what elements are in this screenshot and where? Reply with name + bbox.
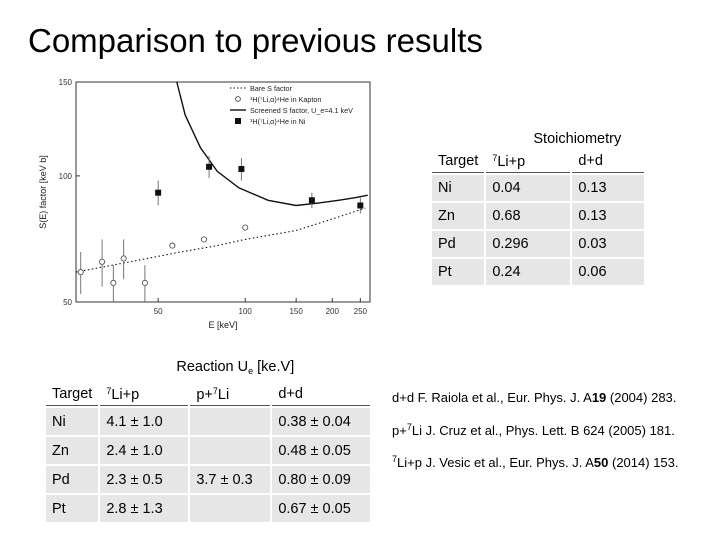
reaction-cell: 2.8 ± 1.3 [100,495,189,522]
reaction-cell [190,408,271,435]
reaction-cell: 0.48 ± 0.05 [272,437,371,464]
slide-title: Comparison to previous results [28,22,483,59]
table-row: Zn 0.68 0.13 [432,203,645,229]
stoichiometry-table: Stoichiometry Target 7Li+p d+d Ni 0.04 0… [430,128,646,287]
ni-point [238,166,245,173]
legend-label: ¹H(⁷Li,α)⁴He in Kapton [250,95,321,104]
reaction-title: Reaction Ue [ke.V] [100,354,371,381]
plot-frame [75,81,371,303]
kapton-point [99,258,106,265]
stoich-cell: 0.06 [572,259,645,285]
table-row: Pd 0.296 0.03 [432,231,645,257]
ni-point [155,189,162,196]
y-tick-label: 100 [59,172,73,181]
y-tick-label: 50 [63,298,72,307]
bare-curve [75,207,366,273]
kapton-point [200,236,208,243]
kapton-point [110,279,117,286]
reaction-cell: 0.80 ± 0.09 [272,466,371,493]
x-axis-label: E [keV] [208,320,237,330]
reaction-header-lip: 7Li+p [100,383,189,406]
stoich-cell: 0.03 [572,231,645,257]
legend-label: Screened S factor, U_e=4.1 keV [250,106,353,115]
stoich-cell: 0.13 [572,175,645,201]
kapton-point [77,269,84,276]
kapton-point [120,255,127,262]
sfactor-chart: 50 100 150 200 250 50 100 150 E [keV] S(E) factor… [38,78,371,330]
x-tick-label: 200 [326,307,340,316]
reaction-header-target: Target [46,383,99,406]
stoich-header-dd: d+d [572,150,645,173]
table-row: Pt 2.8 ± 1.3 0.67 ± 0.05 [46,495,371,522]
kapton-point [141,279,148,286]
reaction-table: Reaction Ue [ke.V] Target 7Li+p p+7Li d+… [44,352,372,524]
legend-marker [235,118,241,124]
ni-point [206,163,213,170]
references: d+d F. Raiola et al., Eur. Phys. J. A19 … [392,384,679,478]
reaction-cell: 0.38 ± 0.04 [272,408,371,435]
x-tick-label: 100 [239,307,253,316]
ni-point [357,202,364,209]
reaction-cell: Pd [46,466,99,493]
stoich-cell: Zn [432,203,485,229]
table-row: Zn 2.4 ± 1.0 0.48 ± 0.05 [46,437,371,464]
stoich-cell: 0.296 [486,231,571,257]
reaction-header-pli: p+7Li [190,383,271,406]
stoich-cell: Pd [432,231,485,257]
reaction-cell: 0.67 ± 0.05 [272,495,371,522]
table-row: Pt 0.24 0.06 [432,259,645,285]
ni-point [308,197,315,204]
reaction-cell [190,437,271,464]
legend-marker [235,96,241,102]
stoich-cell: Pt [432,259,485,285]
x-tick-label: 250 [354,307,368,316]
screened-curve [176,81,368,207]
reaction-cell: 2.3 ± 0.5 [100,466,189,493]
table-row: Ni 4.1 ± 1.0 0.38 ± 0.04 [46,408,371,435]
y-tick-label: 150 [59,78,73,87]
stoich-cell: 0.68 [486,203,571,229]
x-tick-label: 150 [289,307,303,316]
x-tick-label: 50 [154,307,163,316]
table-row: Ni 0.04 0.13 [432,175,645,201]
kapton-point [242,224,249,231]
stoich-header-lip: 7Li+p [486,150,571,173]
legend-label: Bare S factor [250,84,293,93]
legend-label: ¹H(⁷Li,α)⁴He in Ni [250,117,306,126]
stoich-header-target: Target [432,150,485,173]
reaction-cell: 3.7 ± 0.3 [190,466,271,493]
reaction-header-dd: d+d [272,383,371,406]
stoich-cell: 0.13 [572,203,645,229]
stoichiometry-title: Stoichiometry [486,130,645,148]
stoich-cell: 0.04 [486,175,571,201]
reference-item: d+d F. Raiola et al., Eur. Phys. J. A19 … [392,390,677,405]
reaction-cell: 2.4 ± 1.0 [100,437,189,464]
reaction-cell: Ni [46,408,99,435]
reaction-cell [190,495,271,522]
reaction-cell: Zn [46,437,99,464]
stoich-cell: Ni [432,175,485,201]
kapton-point [169,242,176,249]
y-axis-label: S(E) factor [keV b] [38,155,48,229]
reaction-cell: 4.1 ± 1.0 [100,408,189,435]
reaction-cell: Pt [46,495,99,522]
reference-item: 7Li+p J. Vesic et al., Eur. Phys. J. A50… [392,454,679,470]
table-row: Pd 2.3 ± 0.5 3.7 ± 0.3 0.80 ± 0.09 [46,466,371,493]
reference-item: p+7Li J. Cruz et al., Phys. Lett. B 624 … [392,421,675,438]
stoich-cell: 0.24 [486,259,571,285]
